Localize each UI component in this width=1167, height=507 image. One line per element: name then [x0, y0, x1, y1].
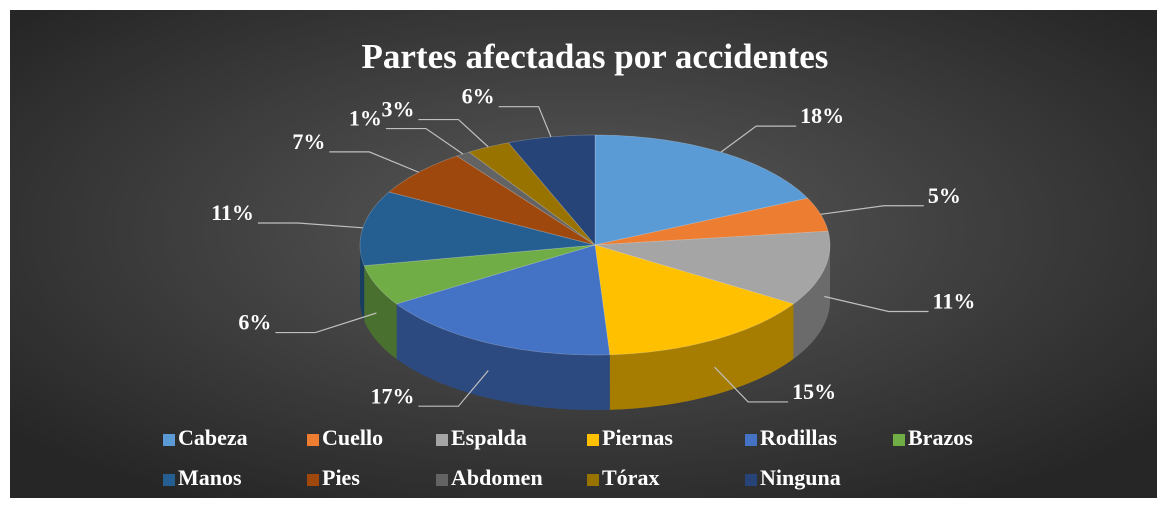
leader-line	[720, 125, 797, 153]
legend-label: Ninguna	[760, 465, 841, 490]
legend-label: Manos	[178, 465, 242, 490]
data-label: 3%	[381, 97, 414, 122]
data-label: 6%	[462, 84, 495, 109]
leader-line	[498, 106, 552, 138]
slice-side-shade	[793, 245, 830, 359]
slice-side	[793, 245, 830, 359]
slice	[363, 244, 596, 305]
data-label: 7%	[292, 129, 325, 154]
legend-swatch	[307, 434, 319, 446]
legend-swatch	[436, 474, 448, 486]
slice-side	[360, 245, 365, 321]
slice-side-shade	[396, 303, 610, 410]
data-label: 17%	[370, 383, 414, 408]
legend-swatch	[163, 434, 175, 446]
legend-swatch	[307, 474, 319, 486]
legend-label: Pies	[322, 465, 360, 490]
legend-swatch	[745, 474, 757, 486]
slice	[594, 230, 831, 305]
slice-side	[609, 303, 794, 410]
slice-side-shade	[609, 303, 794, 410]
legend-swatch	[587, 434, 599, 446]
leader-line	[824, 295, 929, 313]
legend-swatch	[587, 474, 599, 486]
leader-line	[418, 118, 489, 148]
slice	[359, 191, 596, 266]
leader-line	[385, 127, 464, 155]
data-label: 6%	[238, 310, 271, 335]
data-label: 11%	[933, 289, 976, 314]
leader-line	[418, 370, 489, 407]
legend-label: Piernas	[602, 425, 673, 450]
slice-side	[396, 303, 610, 410]
leader-line	[714, 366, 789, 403]
slice-side-shade	[360, 245, 365, 321]
slice	[395, 244, 611, 356]
leader-line	[820, 205, 924, 215]
slice	[507, 134, 596, 246]
legend-label: Brazos	[908, 425, 973, 450]
legend-label: Espalda	[451, 425, 527, 450]
legend-label: Abdomen	[451, 465, 543, 490]
legend-label: Tórax	[602, 465, 659, 490]
leader-line	[257, 222, 363, 229]
legend-swatch	[436, 434, 448, 446]
slice	[594, 134, 809, 246]
data-label: 18%	[800, 103, 844, 128]
leader-line	[275, 312, 377, 334]
data-label: 15%	[792, 379, 836, 404]
legend-label: Cabeza	[178, 425, 248, 450]
data-label: 5%	[928, 183, 961, 208]
slice-side-shade	[364, 265, 397, 359]
data-label: 11%	[211, 200, 254, 225]
legend-swatch	[745, 434, 757, 446]
chart-title: Partes afectadas por accidentes	[362, 37, 829, 76]
legend-swatch	[163, 474, 175, 486]
slice-side	[364, 265, 397, 359]
slice	[594, 244, 795, 356]
leader-line	[329, 151, 419, 173]
legend-swatch	[893, 434, 905, 446]
data-label: 1%	[349, 106, 382, 131]
legend-label: Rodillas	[760, 425, 837, 450]
legend-label: Cuello	[322, 425, 383, 450]
